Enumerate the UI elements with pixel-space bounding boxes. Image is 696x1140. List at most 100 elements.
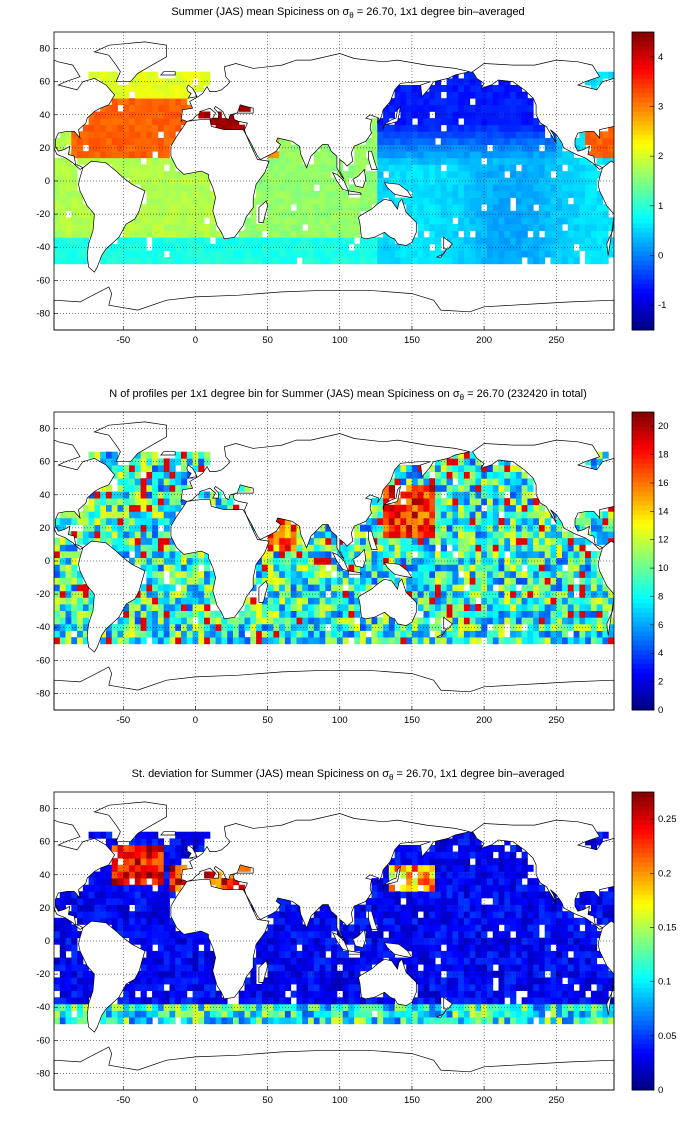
heatmap-cell [157,570,165,578]
heatmap-cell [498,518,505,525]
heatmap-cell [267,610,274,618]
heatmap-cell [192,1017,199,1025]
heatmap-cell [123,118,130,126]
heatmap-cell [204,171,211,179]
heatmap-cell [129,924,136,932]
heatmap-cell [325,197,332,205]
heatmap-cell [423,138,430,145]
heatmap-cell [175,637,182,645]
heatmap-cell [77,990,84,998]
heatmap-cell [106,898,113,905]
heatmap-cell [175,984,182,991]
heatmap-cell [417,151,424,159]
heatmap-cell [487,91,494,99]
heatmap-cell [59,557,66,565]
heatmap-cell [556,597,563,605]
heatmap-cell [475,544,482,552]
heatmap-cell [498,138,505,145]
heatmap-cell [510,224,517,231]
heatmap-cell [538,250,546,258]
heatmap-cell [510,217,517,225]
heatmap-cell [596,590,603,598]
heatmap-cell [221,637,228,645]
heatmap-cell [371,950,378,958]
heatmap-cell [169,224,176,231]
heatmap-cell [429,131,436,139]
coastline [78,160,146,273]
heatmap-cell [313,984,320,991]
heatmap-cell [411,498,419,506]
heatmap-cell [360,544,367,552]
heatmap-cell [608,623,615,631]
heatmap-cell [596,537,603,545]
heatmap-cell [365,564,372,572]
heatmap-cell [169,491,176,499]
heatmap-cell [510,564,517,572]
heatmap-cell [267,964,274,972]
heatmap-cell [77,511,84,519]
heatmap-cell [590,85,598,92]
heatmap-cell [152,964,159,972]
heatmap-cell [175,104,182,112]
heatmap-cell [348,984,355,991]
heatmap-cell [538,570,546,578]
heatmap-cell [157,224,165,231]
heatmap-cell [556,224,563,231]
heatmap-cell [163,537,170,545]
grid [54,32,614,330]
heatmap-cell [215,1003,222,1011]
heatmap-cell [452,610,459,618]
heatmap-cell [169,544,176,552]
colorbar-swatch [632,453,654,460]
heatmap-cell [562,590,569,598]
heatmap-cell [204,1010,211,1018]
heatmap-cell [377,171,384,179]
heatmap-cell [244,104,251,112]
coastline [358,578,417,626]
coastline [180,433,470,560]
heatmap-cell [146,144,153,152]
heatmap-cell [475,617,482,625]
heatmap-cell [169,204,176,212]
heatmap-cell [463,237,471,245]
heatmap-cell [498,98,505,106]
heatmap-cell [458,610,465,618]
heatmap-cell [181,210,188,218]
heatmap-cell [163,104,170,112]
heatmap-cell [585,190,592,198]
heatmap-cell [423,531,430,539]
heatmap-cell [59,564,66,572]
heatmap-cell [440,138,447,145]
heatmap-cell [313,597,320,605]
heatmap-cell [186,71,193,79]
heatmap-cell [458,78,465,86]
heatmap-cell [400,524,407,532]
heatmap-cell [106,458,113,466]
heatmap-cell [65,511,72,519]
heatmap-cell [492,564,499,572]
heatmap-cell [319,217,326,225]
heatmap-cell [157,630,165,638]
heatmap-cell [169,465,176,472]
heatmap-cell [192,964,199,972]
heatmap-cell [117,465,124,472]
heatmap-cell [261,931,268,939]
heatmap-cell [94,524,101,532]
heatmap-cell [400,630,407,638]
heatmap-cell [590,151,598,159]
heatmap-cell [492,257,499,265]
heatmap-cell [388,950,395,958]
heatmap-cell [186,171,193,179]
heatmap-cell [377,164,384,172]
heatmap-cell [157,204,165,212]
heatmap-cell [204,197,211,205]
heatmap-cell [256,257,263,265]
heatmap-cell [435,577,442,585]
heatmap-cell [59,931,66,939]
heatmap-cell [417,204,424,212]
heatmap-cell [342,924,349,932]
heatmap-cell [521,204,528,212]
heatmap-cell [348,957,355,965]
heatmap-cell [527,118,534,126]
heatmap-cell [284,637,292,645]
